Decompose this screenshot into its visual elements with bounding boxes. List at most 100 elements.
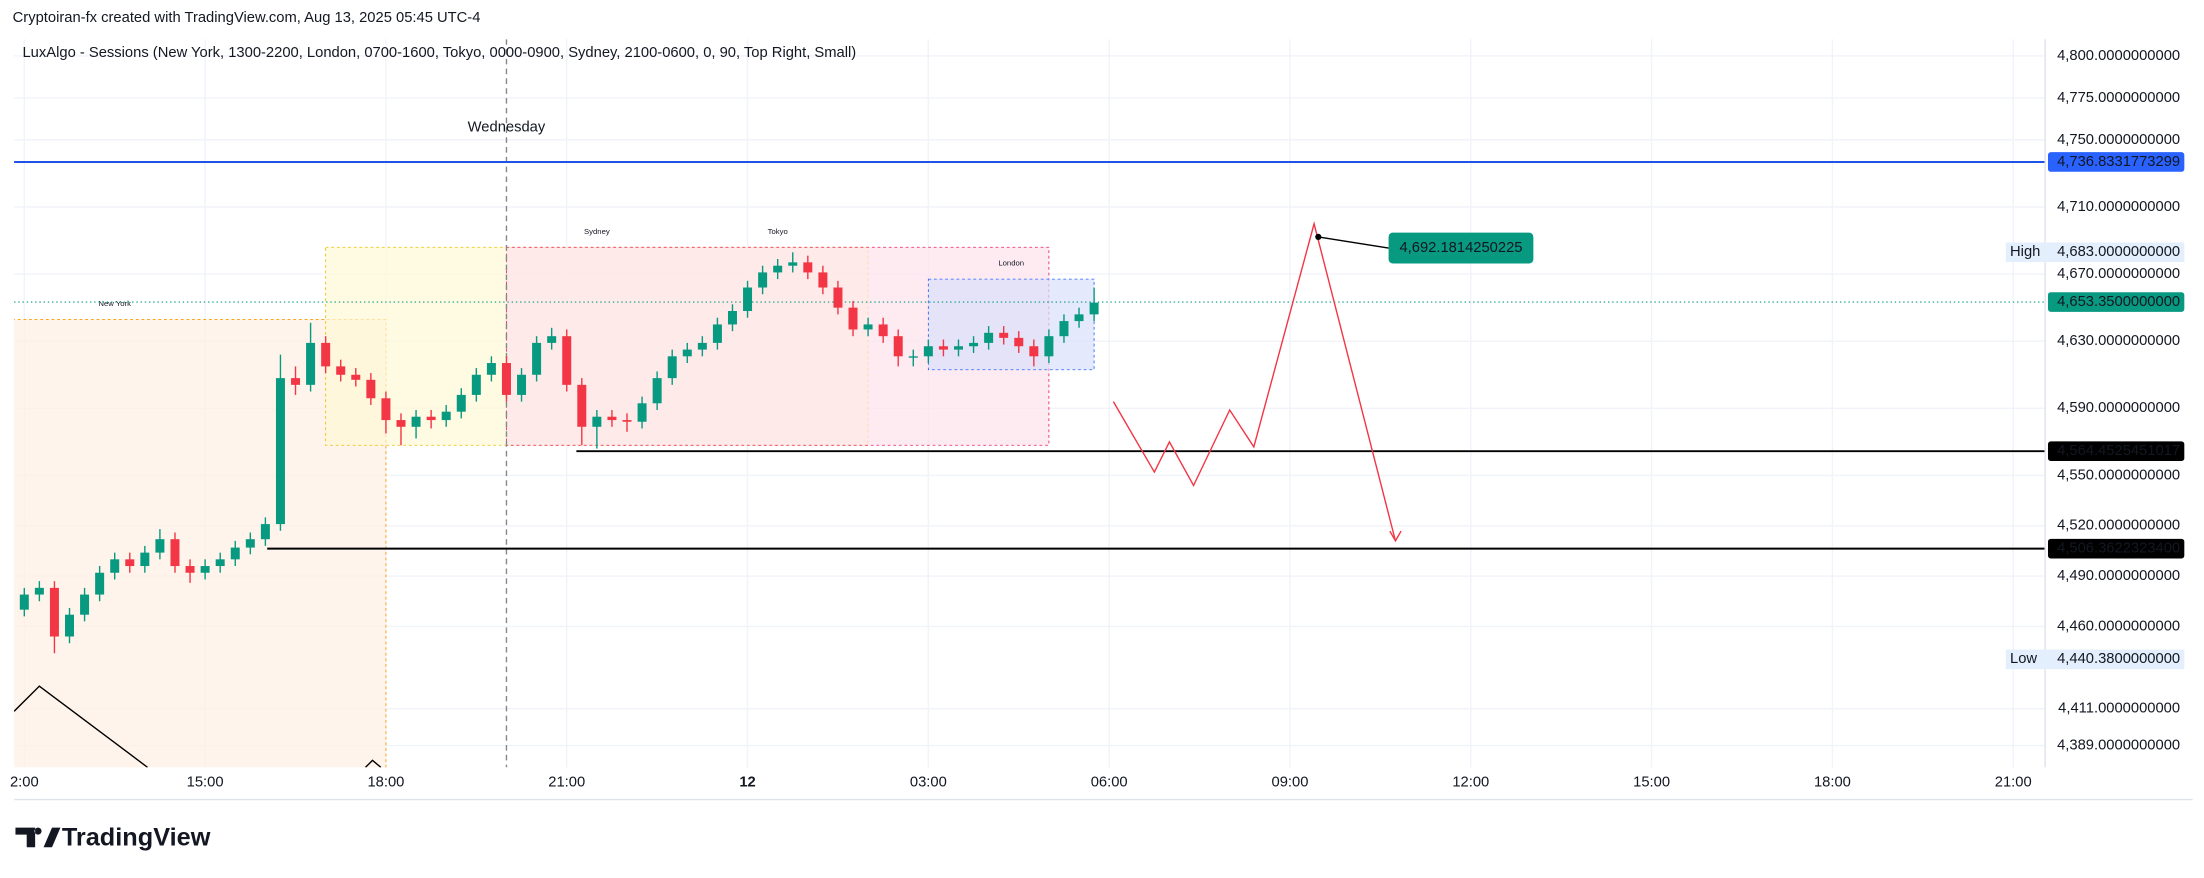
- candle-body: [65, 614, 75, 637]
- session-label: Tokyo: [768, 227, 788, 236]
- candle-body: [517, 374, 527, 395]
- candle-body: [893, 336, 903, 357]
- price-tag: [2047, 152, 2185, 172]
- price-tag-label: 4,653.3500000000: [2057, 294, 2180, 310]
- candle-body: [667, 356, 677, 379]
- zigzag: [14, 685, 149, 768]
- y-tick-label: 4,520.0000000000: [2057, 518, 2180, 534]
- price-tag-label: 4,440.3800000000: [2057, 651, 2180, 667]
- candle-body: [773, 265, 783, 273]
- candle-body: [923, 346, 933, 357]
- candle-body: [170, 539, 180, 567]
- candle-body: [110, 559, 120, 573]
- candle-body: [501, 363, 511, 395]
- price-tag: [2047, 292, 2185, 312]
- candle-body: [908, 356, 918, 358]
- candle-body: [275, 378, 285, 525]
- candle-body: [727, 311, 737, 325]
- session-label: London: [998, 259, 1024, 268]
- candle-body: [938, 346, 948, 350]
- candle-body: [291, 378, 301, 385]
- zigzag: [364, 759, 382, 768]
- candle-body: [848, 307, 858, 330]
- candle-body: [637, 403, 647, 422]
- candle-body: [577, 384, 587, 427]
- price-tag: [2005, 242, 2185, 263]
- candle-body: [471, 374, 481, 395]
- x-tick-label: 2:00: [10, 775, 39, 791]
- candle-body: [260, 524, 270, 540]
- x-tick-label: 18:00: [1814, 775, 1851, 791]
- candle-body: [863, 324, 873, 330]
- candle-body: [818, 272, 828, 288]
- candle-body: [878, 324, 888, 337]
- candle-body: [95, 572, 105, 595]
- candle-body: [125, 559, 135, 567]
- candle-body: [351, 374, 361, 380]
- candle-body: [486, 363, 496, 375]
- x-tick-label: 15:00: [187, 775, 224, 791]
- candle-body: [321, 342, 331, 367]
- x-tick-label: 03:00: [910, 775, 947, 791]
- y-tick-label: 4,630.0000000000: [2057, 333, 2180, 349]
- indicator-title: LuxAlgo - Sessions (New York, 1300-2200,…: [22, 45, 856, 61]
- candle-body: [547, 336, 557, 343]
- candle-body: [1044, 336, 1054, 357]
- annotation-box: [1388, 232, 1534, 264]
- plot-area: New York Sydney Tokyo London Wednesday 4,692.…: [14, 39, 2046, 768]
- candle-body: [80, 594, 90, 615]
- candle-body: [1074, 314, 1084, 322]
- y-tick-label: 4,670.0000000000: [2057, 266, 2180, 282]
- candle-body: [969, 342, 979, 347]
- candle-body: [140, 552, 150, 567]
- annotation-line: [1318, 236, 1389, 249]
- y-tick-label: 4,775.0000000000: [2057, 90, 2180, 106]
- candle-body: [743, 287, 753, 312]
- price-axis: 4,800.0000000000 4,775.0000000000 4,750.00…: [2005, 48, 2185, 753]
- candle-body: [607, 416, 617, 421]
- candle-body: [758, 272, 768, 288]
- candle-body: [984, 332, 994, 343]
- candle-body: [622, 420, 632, 422]
- price-tag-name: High: [2010, 244, 2040, 260]
- candle-body: [200, 566, 210, 573]
- session-label: New York: [98, 299, 131, 308]
- projection-arrow: [1389, 530, 1402, 543]
- candle-body: [456, 394, 466, 412]
- candle-body: [592, 416, 602, 427]
- candle-body: [19, 594, 29, 610]
- y-tick-label: 4,389.0000000000: [2057, 737, 2180, 753]
- candle-body: [411, 416, 421, 427]
- session-box: [14, 318, 387, 768]
- x-tick-label: 15:00: [1633, 775, 1670, 791]
- candle-body: [953, 346, 963, 350]
- annotation-label: 4,692.1814250225: [1399, 240, 1522, 256]
- x-tick-label: 12:00: [1452, 775, 1489, 791]
- header: Cryptoiran-fx created with TradingView.c…: [13, 10, 481, 26]
- candle-body: [396, 420, 406, 427]
- session-label: Sydney: [584, 227, 610, 236]
- candle-body: [532, 342, 542, 375]
- candle-body: [155, 539, 165, 553]
- candle-body: [803, 262, 813, 273]
- price-tag-label: 4,683.0000000000: [2057, 244, 2180, 260]
- x-tick-label: 06:00: [1091, 775, 1128, 791]
- candle-body: [230, 547, 240, 560]
- candle-body: [426, 416, 436, 421]
- candle-body: [1089, 302, 1099, 315]
- candle-body: [712, 324, 722, 343]
- candle-body: [441, 411, 451, 421]
- projection-path: [1112, 221, 1397, 542]
- candle-body: [562, 336, 572, 385]
- candle-body: [381, 398, 391, 421]
- candle-body: [652, 378, 662, 404]
- y-tick-label: 4,411.0000000000: [2058, 701, 2180, 717]
- price-tag: [2047, 441, 2185, 461]
- price-tag-name: Low: [2010, 651, 2037, 667]
- x-tick-label: 09:00: [1272, 775, 1309, 791]
- y-tick-label: 4,800.0000000000: [2057, 48, 2180, 64]
- candle-body: [306, 342, 316, 385]
- y-tick-label: 4,750.0000000000: [2057, 132, 2180, 148]
- y-tick-label: 4,490.0000000000: [2057, 568, 2180, 584]
